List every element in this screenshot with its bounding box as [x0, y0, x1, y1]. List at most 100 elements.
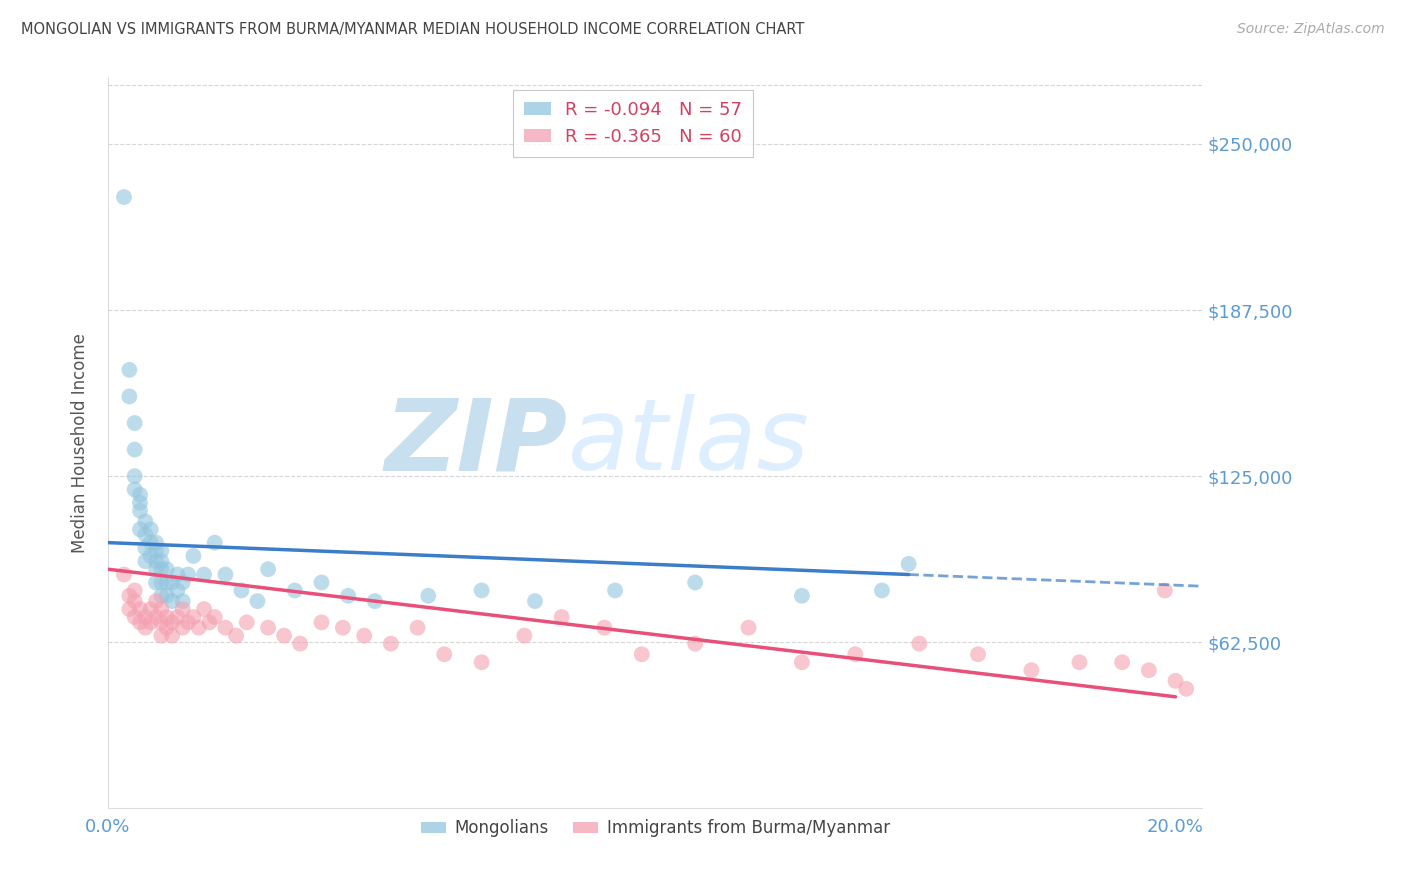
Point	[124, 469, 146, 483]
Point	[134, 541, 156, 555]
Point	[593, 621, 616, 635]
Point	[1164, 673, 1187, 688]
Point	[139, 602, 162, 616]
Point	[214, 567, 236, 582]
Point	[177, 615, 200, 630]
Point	[236, 615, 259, 630]
Point	[150, 543, 173, 558]
Point	[124, 583, 146, 598]
Point	[630, 647, 652, 661]
Point	[908, 637, 931, 651]
Point	[172, 602, 194, 616]
Point	[844, 647, 866, 661]
Point	[156, 575, 179, 590]
Point	[145, 594, 167, 608]
Point	[139, 522, 162, 536]
Point	[129, 522, 152, 536]
Point	[406, 621, 429, 635]
Point	[603, 583, 626, 598]
Point	[156, 562, 179, 576]
Point	[198, 615, 221, 630]
Point	[683, 575, 706, 590]
Point	[156, 621, 179, 635]
Point	[160, 629, 183, 643]
Point	[471, 583, 494, 598]
Text: atlas: atlas	[568, 394, 810, 491]
Point	[1111, 655, 1133, 669]
Point	[134, 621, 156, 635]
Point	[166, 567, 188, 582]
Legend: Mongolians, Immigrants from Burma/Myanmar: Mongolians, Immigrants from Burma/Myanma…	[413, 813, 896, 844]
Point	[183, 610, 205, 624]
Point	[145, 562, 167, 576]
Point	[1175, 681, 1198, 696]
Point	[1069, 655, 1091, 669]
Point	[139, 535, 162, 549]
Point	[332, 621, 354, 635]
Point	[353, 629, 375, 643]
Point	[172, 594, 194, 608]
Point	[337, 589, 360, 603]
Point	[418, 589, 440, 603]
Point	[790, 589, 813, 603]
Point	[433, 647, 456, 661]
Point	[139, 615, 162, 630]
Point	[134, 514, 156, 528]
Point	[150, 575, 173, 590]
Point	[967, 647, 990, 661]
Point	[214, 621, 236, 635]
Point	[225, 629, 247, 643]
Point	[118, 389, 141, 403]
Point	[311, 615, 333, 630]
Point	[156, 610, 179, 624]
Point	[870, 583, 893, 598]
Point	[273, 629, 295, 643]
Point	[118, 363, 141, 377]
Point	[1137, 663, 1160, 677]
Point	[118, 602, 141, 616]
Point	[172, 575, 194, 590]
Text: Source: ZipAtlas.com: Source: ZipAtlas.com	[1237, 22, 1385, 37]
Point	[790, 655, 813, 669]
Point	[204, 535, 226, 549]
Point	[166, 583, 188, 598]
Point	[288, 637, 311, 651]
Point	[150, 554, 173, 568]
Point	[124, 442, 146, 457]
Point	[139, 549, 162, 563]
Point	[118, 589, 141, 603]
Point	[145, 554, 167, 568]
Point	[134, 610, 156, 624]
Y-axis label: Median Household Income: Median Household Income	[72, 333, 89, 553]
Point	[257, 562, 280, 576]
Point	[129, 602, 152, 616]
Point	[897, 557, 920, 571]
Point	[177, 567, 200, 582]
Point	[284, 583, 307, 598]
Point	[124, 610, 146, 624]
Point	[364, 594, 387, 608]
Point	[524, 594, 547, 608]
Point	[311, 575, 333, 590]
Point	[124, 483, 146, 497]
Point	[129, 488, 152, 502]
Point	[1021, 663, 1043, 677]
Point	[150, 602, 173, 616]
Point	[204, 610, 226, 624]
Point	[124, 416, 146, 430]
Point	[160, 575, 183, 590]
Point	[145, 535, 167, 549]
Point	[550, 610, 572, 624]
Point	[166, 610, 188, 624]
Point	[187, 621, 209, 635]
Point	[471, 655, 494, 669]
Point	[231, 583, 253, 598]
Point	[150, 615, 173, 630]
Point	[124, 594, 146, 608]
Point	[380, 637, 402, 651]
Point	[737, 621, 759, 635]
Point	[134, 554, 156, 568]
Text: MONGOLIAN VS IMMIGRANTS FROM BURMA/MYANMAR MEDIAN HOUSEHOLD INCOME CORRELATION C: MONGOLIAN VS IMMIGRANTS FROM BURMA/MYANM…	[21, 22, 804, 37]
Point	[145, 575, 167, 590]
Point	[112, 567, 135, 582]
